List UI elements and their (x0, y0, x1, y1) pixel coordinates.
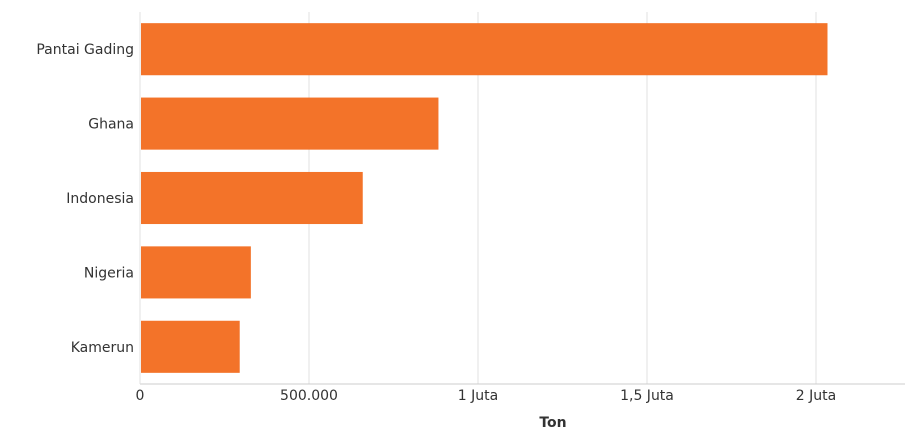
bar-layer (141, 23, 828, 373)
bar-indonesia[interactable] (141, 171, 363, 225)
bar-nigeria[interactable] (141, 246, 251, 299)
category-label: Indonesia (66, 191, 134, 207)
bar-ghana[interactable] (141, 97, 439, 150)
bar-pantai-gading[interactable] (141, 23, 828, 76)
x-tick-label: 1 Juta (458, 388, 498, 404)
x-tick-label: 2 Juta (796, 388, 836, 404)
tick-labels: 0 500.000 1 Juta 1,5 Juta 2 Juta (136, 388, 837, 404)
category-label: Kamerun (71, 340, 134, 356)
x-tick-label: 1,5 Juta (620, 388, 674, 404)
bar-kamerun[interactable] (141, 320, 240, 373)
category-labels: Pantai Gading Ghana Indonesia Nigeria Kameru… (36, 42, 134, 356)
x-axis-title: Ton (539, 415, 566, 430)
category-label: Nigeria (84, 265, 134, 281)
category-label: Pantai Gading (36, 42, 134, 58)
x-tick-label: 500.000 (280, 388, 338, 404)
category-label: Ghana (88, 117, 134, 133)
x-tick-label: 0 (136, 388, 145, 404)
